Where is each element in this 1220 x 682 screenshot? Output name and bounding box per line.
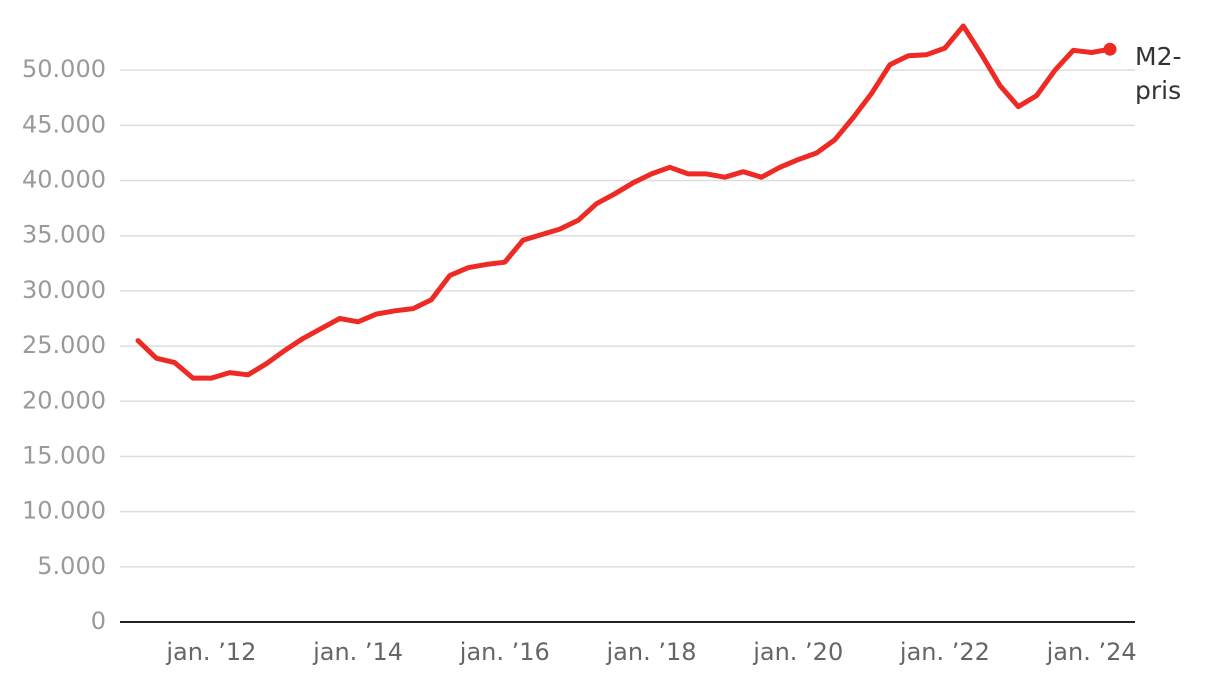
y-tick-label: 50.000 [22, 55, 106, 83]
x-tick-label: jan. ’14 [312, 638, 403, 666]
y-tick-label: 35.000 [22, 221, 106, 249]
end-point [1103, 42, 1117, 56]
x-tick-label: jan. ’20 [752, 638, 843, 666]
y-tick-label: 25.000 [22, 331, 106, 359]
x-tick-label: jan. ’16 [459, 638, 550, 666]
y-tick-label: 0 [91, 607, 106, 635]
y-tick-label: 15.000 [22, 441, 106, 469]
x-tick-label: jan. ’22 [899, 638, 990, 666]
y-tick-label: 10.000 [22, 497, 106, 525]
x-tick-label: jan. ’24 [1046, 638, 1137, 666]
x-tick-label: jan. ’12 [165, 638, 256, 666]
x-tick-label: jan. ’18 [606, 638, 697, 666]
y-tick-label: 5.000 [37, 552, 106, 580]
y-tick-label: 45.000 [22, 110, 106, 138]
y-tick-label: 40.000 [22, 166, 106, 194]
y-tick-label: 20.000 [22, 386, 106, 414]
y-tick-label: 30.000 [22, 276, 106, 304]
series-line [135, 23, 1113, 381]
series-label: M2-pris [1135, 42, 1182, 105]
